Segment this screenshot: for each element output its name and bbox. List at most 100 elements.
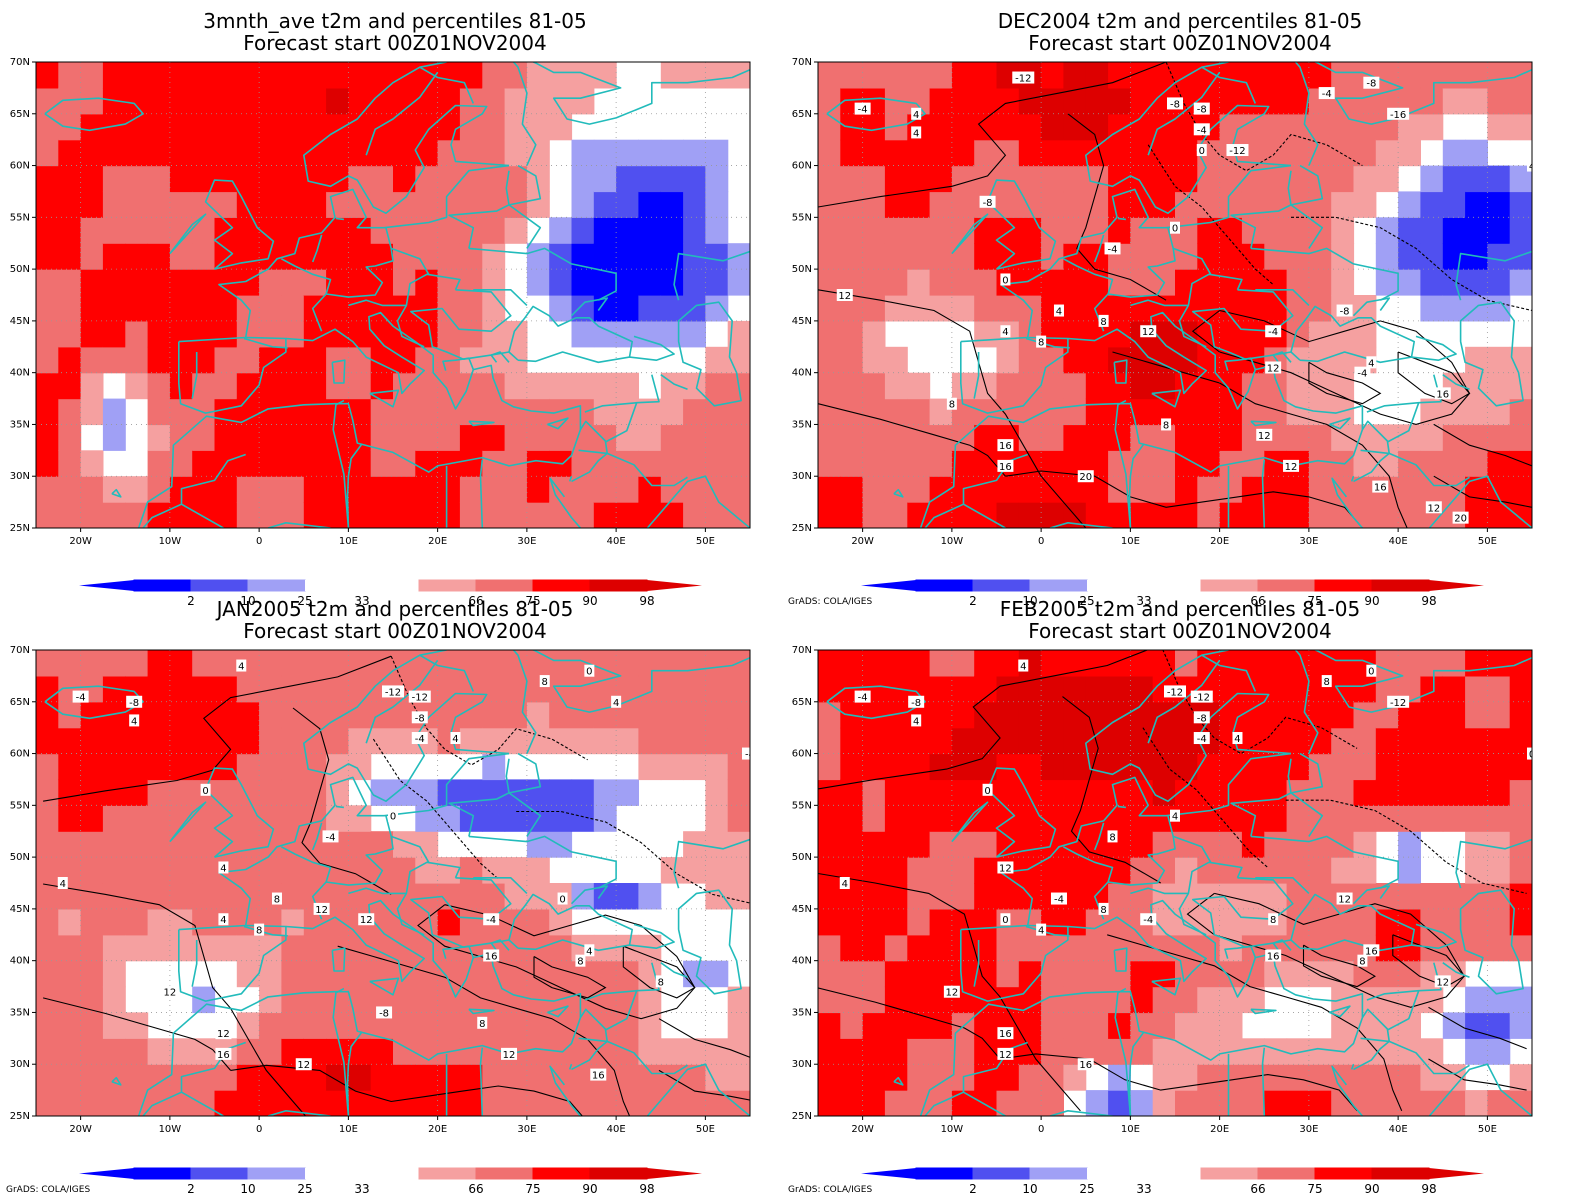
lon-tick-label: 20E	[1210, 1124, 1229, 1135]
percentile-cell	[192, 727, 216, 755]
percentile-cell	[1219, 883, 1243, 910]
percentile-cell	[1130, 986, 1154, 1014]
percentile-cell	[951, 87, 975, 115]
percentile-cell	[147, 243, 171, 270]
percentile-cell	[1130, 701, 1154, 729]
percentile-cell	[147, 87, 171, 115]
percentile-cell	[415, 191, 439, 218]
percentile-cell	[1264, 450, 1288, 477]
percentile-cell	[862, 805, 886, 832]
percentile-cell	[214, 113, 238, 141]
percentile-cell	[36, 139, 59, 167]
percentile-cell	[638, 243, 662, 270]
coastline-path	[826, 97, 926, 132]
percentile-cell	[1465, 476, 1488, 503]
percentile-cell	[1108, 346, 1131, 374]
contour-label-box	[997, 1027, 1014, 1040]
percentile-cell	[862, 908, 886, 936]
coastline-path	[629, 923, 675, 949]
percentile-cell	[214, 753, 238, 781]
colorbar-label: 25	[297, 1182, 312, 1196]
contour-label: 8	[542, 677, 548, 688]
percentile-cell	[415, 320, 439, 348]
contour-label: 8	[274, 895, 280, 906]
percentile-cell	[683, 217, 706, 244]
percentile-cell	[281, 727, 305, 755]
contour-label: 4	[913, 716, 919, 727]
coastline-path	[267, 1110, 331, 1116]
coastline-path	[1261, 459, 1266, 528]
percentile-cell	[36, 805, 59, 832]
percentile-cell	[80, 502, 104, 528]
percentile-cell	[727, 1064, 750, 1091]
percentile-cell	[370, 165, 394, 193]
percentile-cell	[571, 372, 595, 400]
contour-label-box	[313, 902, 330, 915]
axis-labels: 20W 10W 0 10E 20E 30E 40E 50E70N65N60N55N50N45N…	[792, 645, 1497, 1135]
contour-label-box	[271, 892, 282, 905]
percentile-cell	[236, 372, 260, 400]
percentile-cell	[616, 779, 639, 806]
percentile-cell	[58, 805, 82, 832]
percentile-cell	[169, 934, 193, 962]
percentile-cell	[281, 165, 305, 193]
percentile-cell	[996, 727, 1020, 755]
temperature-contours	[42, 655, 750, 1116]
lon-tick-label: 20W	[851, 1124, 874, 1135]
coastline-path	[1250, 835, 1399, 889]
percentile-cell	[929, 753, 953, 781]
contour-line	[818, 62, 1167, 208]
percentile-cell	[125, 675, 149, 703]
coastline-path	[1272, 354, 1280, 363]
percentile-cell	[1152, 191, 1176, 218]
percentile-cell	[482, 372, 506, 400]
percentile-cell	[147, 831, 171, 858]
colorbar-label: 10	[240, 594, 255, 608]
percentile-cell	[996, 701, 1020, 729]
percentile-cell	[36, 857, 59, 884]
percentile-cell	[1487, 346, 1511, 374]
contour-line	[1285, 799, 1527, 894]
percentile-cell	[705, 191, 729, 218]
contour-label: 4	[1038, 926, 1044, 937]
percentile-cell	[437, 424, 461, 451]
percentile-cell	[303, 476, 327, 503]
percentile-cell	[192, 1038, 216, 1065]
contour-label: 12	[1436, 977, 1449, 988]
contour-label-box	[376, 1006, 393, 1019]
percentile-cell	[549, 269, 573, 296]
percentile-cell	[996, 295, 1020, 322]
percentile-cell	[214, 372, 238, 400]
percentile-cell	[58, 450, 82, 477]
percentile-cell	[1375, 883, 1399, 910]
percentile-cell	[1286, 62, 1310, 89]
colorbar-label: 75	[1307, 1182, 1322, 1196]
contour-label-box	[218, 913, 229, 926]
lon-tick-label: 30E	[1299, 1124, 1318, 1135]
percentile-cell	[1041, 139, 1064, 167]
lat-tick-label: 50N	[10, 852, 30, 863]
percentile-cell	[58, 346, 82, 374]
percentile-cell	[169, 87, 193, 115]
percentile-cell	[192, 243, 216, 270]
percentile-cell	[415, 295, 439, 322]
percentile-cell	[236, 398, 260, 426]
percentile-cell	[192, 831, 216, 858]
percentile-cell	[929, 269, 953, 296]
percentile-cell	[214, 191, 238, 218]
percentile-cell	[459, 986, 483, 1014]
percentile-cell	[58, 1038, 82, 1065]
percentile-cell	[705, 295, 729, 322]
percentile-cell	[214, 650, 238, 677]
coastline-path	[1442, 962, 1470, 978]
colorbar-low-arrow	[79, 1168, 134, 1179]
percentile-cell	[1509, 243, 1532, 270]
contour-label-box	[557, 892, 568, 905]
percentile-cell	[1398, 476, 1421, 503]
percentile-cell	[192, 883, 216, 910]
contour-label: 4	[1368, 358, 1374, 369]
percentile-cell	[705, 476, 729, 503]
contour-label: 4	[60, 879, 66, 890]
percentile-cell	[482, 805, 506, 832]
percentile-cell	[727, 450, 750, 477]
